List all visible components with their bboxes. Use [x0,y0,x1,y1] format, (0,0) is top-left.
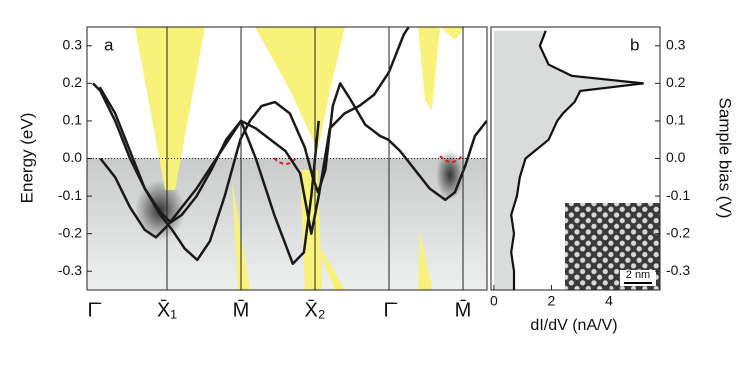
panel-label: a [104,35,114,54]
y-tick-label: 0.3 [666,36,686,52]
x-tick-label: 0 [490,293,498,309]
x-tick-label: M̄ [455,298,472,321]
y-tick-label: 0.0 [63,149,83,165]
y-tick-label: 0.0 [666,149,686,165]
y-tick-label: 0.3 [63,36,83,52]
x-tick-label: M̄ [233,298,250,321]
x-tick-label: 2 [548,293,556,309]
bands [92,27,487,265]
y-tick-label: -0.2 [58,224,82,240]
y-tick-label: 0.1 [666,112,686,128]
y-tick-label: 0.2 [63,74,83,90]
y-axis-label: Sample bias (V) [716,98,735,219]
y-axis-label: Energy (eV) [17,113,36,204]
y-tick-label: -0.3 [58,262,82,278]
x-tick-label: X̄₂ [304,298,325,321]
background [87,27,487,290]
scale-label: 2 nm [626,269,650,281]
x-tick-label: Γ̄ [87,299,101,321]
y-tick-label: -0.1 [58,187,82,203]
x-axis-label: dI/dV (nA/V) [530,317,617,334]
y-tick-label: -0.3 [666,262,690,278]
y-tick-label: -0.2 [666,224,690,240]
y-tick-label: 0.2 [666,74,686,90]
band-line [99,119,320,265]
area-fill [493,30,644,291]
x-tick-label: X̄₁ [157,298,177,321]
x-tick-label: 4 [605,293,613,309]
x-tick-label: Γ̄ [384,299,398,321]
panel-label: b [630,35,639,54]
spectrum [493,30,644,291]
spectrum-line [510,30,644,290]
band-line [92,27,411,235]
y-tick-label: 0.1 [63,112,83,128]
y-tick-label: -0.1 [666,187,690,203]
